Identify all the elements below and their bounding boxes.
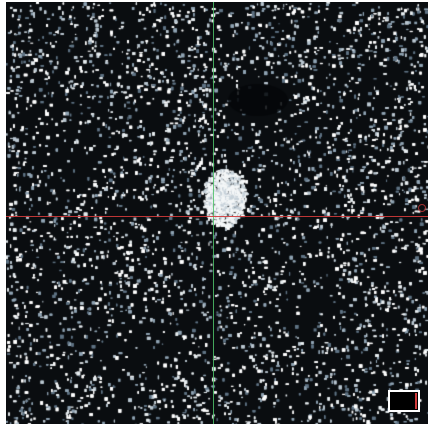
minimap-box[interactable]	[388, 390, 420, 412]
crosshair-vertical-line	[213, 2, 214, 424]
image-viewport[interactable]	[6, 2, 428, 424]
edge-marker-icon	[418, 204, 426, 212]
crosshair-horizontal-line	[6, 216, 428, 217]
speckle-scan-image[interactable]	[6, 2, 428, 424]
minimap-accent-mark	[415, 393, 417, 409]
